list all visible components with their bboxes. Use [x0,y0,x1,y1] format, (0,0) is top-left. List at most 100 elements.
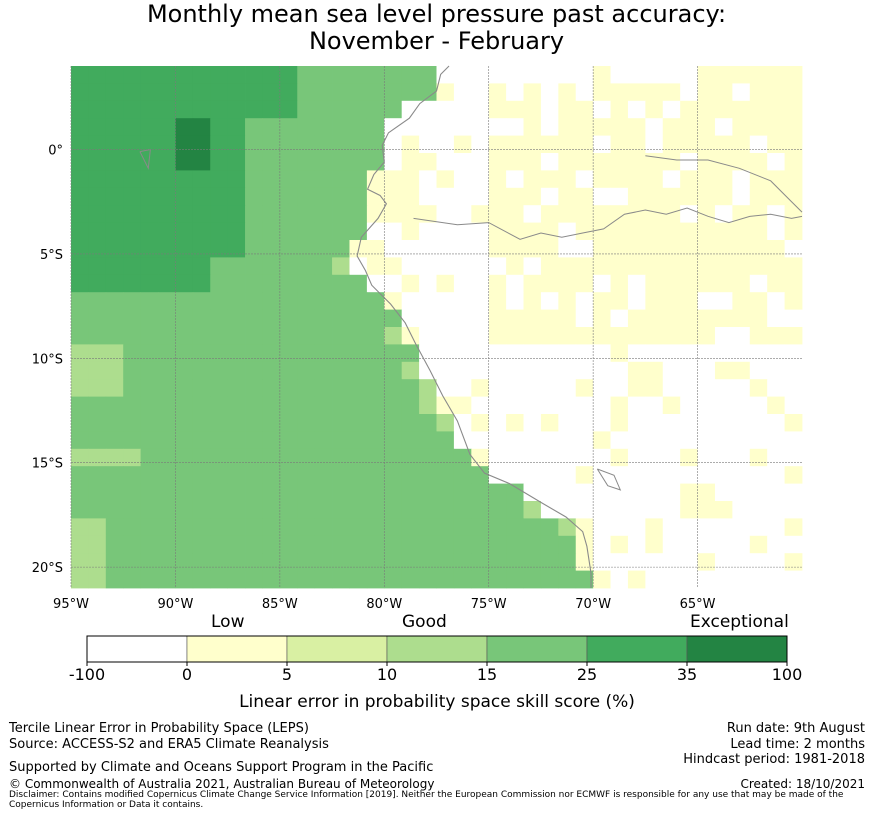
skill-cell [227,570,246,589]
skill-cell [297,570,316,589]
skill-cell [645,535,664,554]
skill-cell [732,205,751,223]
skill-cell [332,327,350,345]
skill-cell [314,66,333,84]
skill-cell [401,66,420,84]
skill-cell [192,170,211,189]
footer-hindcast: Hindcast period: 1981-2018 [683,752,865,767]
skill-cell [366,100,385,119]
skill-cell [88,431,107,450]
skill-cell [506,66,524,84]
skill-cell [488,570,507,589]
skill-cell [488,396,507,415]
colorbar-segment [386,635,488,663]
skill-cell [314,379,333,397]
skill-cell [192,257,211,276]
skill-cell [158,309,176,328]
skill-cell [558,466,577,484]
skill-cell [262,501,281,519]
skill-cell [697,379,716,397]
skill-cell [453,448,472,467]
skill-cell [471,379,490,397]
skill-cell [575,135,594,154]
skill-cell [175,431,194,450]
skill-cell [227,431,246,450]
skill-cell [558,448,577,467]
skill-cell [105,570,124,589]
skill-cell [419,222,437,241]
skill-cell [332,414,350,432]
skill-cell [697,344,716,363]
skill-cell [175,118,194,136]
skill-cell [384,66,403,84]
skill-cell [697,222,716,241]
skill-cell [610,100,629,119]
river-path [645,155,803,213]
skill-cell [279,570,298,589]
skill-cell [662,170,681,189]
skill-cell [245,518,263,537]
skill-cell [105,240,124,258]
skill-cell [662,100,681,119]
skill-cell [523,83,542,102]
skill-cell [384,83,403,102]
skill-cell [697,170,716,189]
skill-cell [419,518,437,537]
skill-cell [384,414,403,432]
skill-cell [210,66,229,84]
skill-cell [210,361,229,380]
skill-cell [732,327,751,345]
skill-cell [558,379,577,397]
skill-cell [680,361,698,380]
skill-cell [123,466,142,484]
skill-cell [105,361,124,380]
skill-cell [158,292,176,310]
skill-cell [680,274,698,293]
skill-cell [506,431,524,450]
skill-cell [384,100,403,119]
skill-cell [297,118,316,136]
skill-cell [749,135,768,154]
skill-cell [680,170,698,189]
skill-cell [506,274,524,293]
skill-cell [105,414,124,432]
skill-cell [436,66,455,84]
skill-cell [332,570,350,589]
skill-cell [158,414,176,432]
skill-cell [610,222,629,241]
skill-cell [123,483,142,502]
skill-cell [105,135,124,154]
skill-cell [227,466,246,484]
skill-cell [767,553,785,571]
skill-cell [419,570,437,589]
skill-cell [784,396,803,415]
skill-cell [297,66,316,84]
colorbar-tick-label: 35 [677,665,697,684]
skill-cell [71,518,89,537]
skill-cell [314,170,333,189]
skill-cell [123,205,142,223]
skill-cell [680,240,698,258]
skill-cell [262,170,281,189]
skill-cell [140,118,159,136]
skill-cell [558,135,577,154]
skill-cell [123,553,142,571]
skill-cell [523,535,542,554]
skill-cell [714,535,733,554]
colorbar-tick-label: 10 [377,665,397,684]
skill-cell [349,257,368,276]
skill-cell [401,518,420,537]
skill-cell [332,187,350,206]
skill-cell [279,535,298,554]
skill-cell [471,327,490,345]
skill-cell [662,83,681,102]
skill-cell [332,344,350,363]
skill-cell [384,553,403,571]
skill-cell [575,344,594,363]
skill-cell [419,309,437,328]
skill-cell [71,396,89,415]
skill-cell [436,170,455,189]
skill-cell [471,448,490,467]
skill-cell [436,483,455,502]
skill-cell [627,118,646,136]
